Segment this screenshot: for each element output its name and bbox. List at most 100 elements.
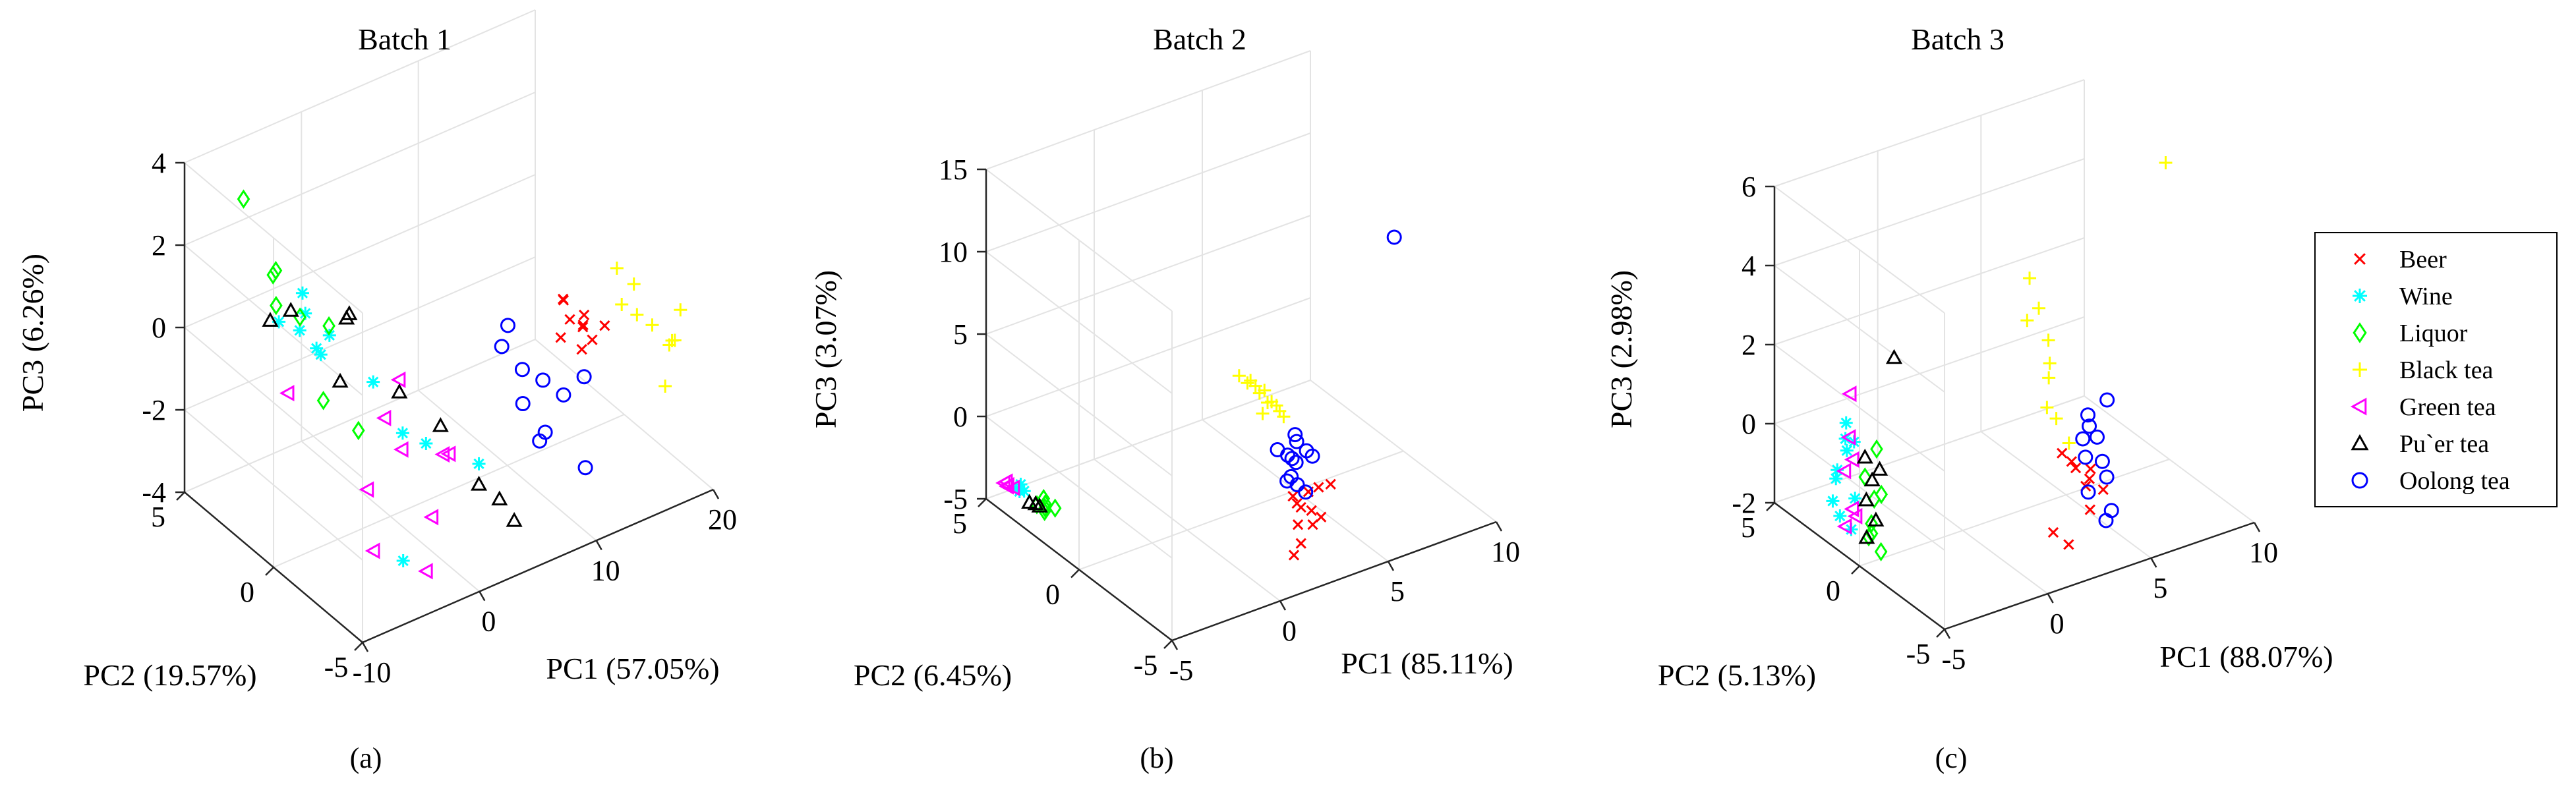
y-axis-label: PC2 (5.13%)	[1658, 658, 1816, 692]
grid-line	[184, 327, 363, 478]
legend-marker	[2350, 397, 2367, 416]
data-point	[1292, 519, 1304, 530]
data-point	[1844, 500, 1859, 518]
y-tick	[1070, 569, 1080, 579]
x-tick	[1943, 629, 1951, 639]
data-point	[1295, 501, 1306, 513]
data-point	[1840, 429, 1856, 446]
data-point	[1836, 463, 1852, 480]
grid-line	[985, 132, 1311, 252]
data-point	[2084, 504, 2095, 515]
data-point	[272, 315, 286, 329]
data-point	[434, 445, 450, 463]
data-point	[391, 383, 408, 399]
data-point	[2080, 407, 2095, 423]
data-point	[1839, 416, 1853, 430]
grid-line	[1774, 237, 2085, 345]
grid-line	[1774, 158, 2085, 266]
data-point	[2040, 401, 2054, 414]
data-point	[366, 375, 380, 389]
z-tick-label: 0	[1742, 408, 1756, 440]
data-point	[2078, 449, 2093, 465]
y-tick-label: 0	[240, 576, 254, 608]
data-point	[282, 302, 299, 317]
y-tick-label: -5	[1134, 649, 1158, 681]
data-point	[576, 344, 587, 355]
y-axis-label: PC2 (6.45%)	[854, 658, 1012, 692]
data-point	[506, 511, 523, 527]
x-tick	[595, 540, 602, 550]
panel-title: Batch 2	[1153, 22, 1246, 56]
grid-line	[1859, 459, 2170, 567]
legend-marker	[2351, 434, 2369, 451]
data-point	[1874, 542, 1888, 561]
data-point	[1841, 385, 1857, 403]
grid-line	[273, 414, 625, 568]
series-pu-er-tea	[1021, 494, 1048, 513]
x-tick-label: 10	[1491, 536, 1520, 568]
z-tick-label: -5	[943, 483, 968, 515]
data-point	[1021, 494, 1038, 509]
grid-line	[985, 297, 1311, 417]
x-tick-label: 20	[708, 503, 737, 536]
data-point	[2082, 418, 2097, 434]
series-oolong-tea	[2075, 392, 2119, 528]
z-tick-label: 4	[152, 147, 166, 179]
data-point	[577, 460, 593, 476]
series-oolong-tea	[494, 318, 593, 476]
x-tick	[361, 642, 369, 652]
y-tick	[1766, 502, 1775, 511]
subfigure-label: (b)	[1140, 742, 1173, 774]
grid-line	[184, 409, 363, 561]
legend-entry: Green tea	[2350, 393, 2496, 421]
x-axis-line	[362, 488, 714, 644]
data-point	[1844, 451, 1859, 468]
data-point	[2090, 429, 2105, 445]
z-axis-label: PC3 (6.26%)	[16, 254, 49, 412]
data-point	[1014, 478, 1028, 492]
z-tick-label: 2	[152, 229, 166, 262]
data-point	[2023, 271, 2037, 285]
data-point	[1858, 528, 1875, 544]
data-point	[1289, 434, 1304, 449]
data-point	[576, 369, 592, 385]
grid-line	[985, 416, 1173, 559]
z-tick-label: 5	[953, 318, 968, 351]
data-point	[472, 457, 486, 470]
z-tick-label: 0	[152, 312, 166, 344]
grid-line	[1774, 423, 1945, 551]
panel-title: Batch 3	[1911, 22, 2005, 56]
grid-line	[1774, 186, 1945, 314]
data-point	[1870, 439, 1883, 459]
data-point	[1279, 473, 1295, 489]
data-point	[2094, 453, 2110, 469]
data-point	[2097, 484, 2109, 496]
grid-line	[184, 174, 536, 328]
y-tick-label: -5	[1906, 638, 1931, 670]
data-point	[310, 341, 324, 355]
y-tick-label: 0	[1045, 579, 1060, 611]
data-point	[1287, 427, 1303, 443]
grid-line	[985, 169, 1173, 312]
data-point	[2070, 463, 2082, 474]
y-tick-label: 5	[1741, 511, 1755, 544]
data-point	[322, 328, 336, 342]
series-pu-er-tea	[262, 302, 523, 527]
data-point	[299, 306, 312, 320]
subfigure-label: (c)	[1935, 742, 1968, 774]
data-point	[1875, 484, 1888, 504]
data-point	[1826, 494, 1840, 508]
legend-label: Liquor	[2399, 320, 2468, 347]
data-point	[470, 476, 488, 491]
data-point	[578, 309, 590, 321]
data-point	[494, 339, 510, 354]
legend-label: Black tea	[2399, 356, 2494, 384]
data-point	[432, 417, 449, 432]
x-tick	[1387, 561, 1395, 571]
grid-line	[1774, 79, 2085, 187]
data-point	[556, 387, 571, 403]
data-point	[1304, 448, 1320, 464]
data-point	[2084, 473, 2095, 484]
legend-label: Oolong tea	[2399, 467, 2510, 495]
legend-entry: Pu`er tea	[2351, 430, 2489, 458]
